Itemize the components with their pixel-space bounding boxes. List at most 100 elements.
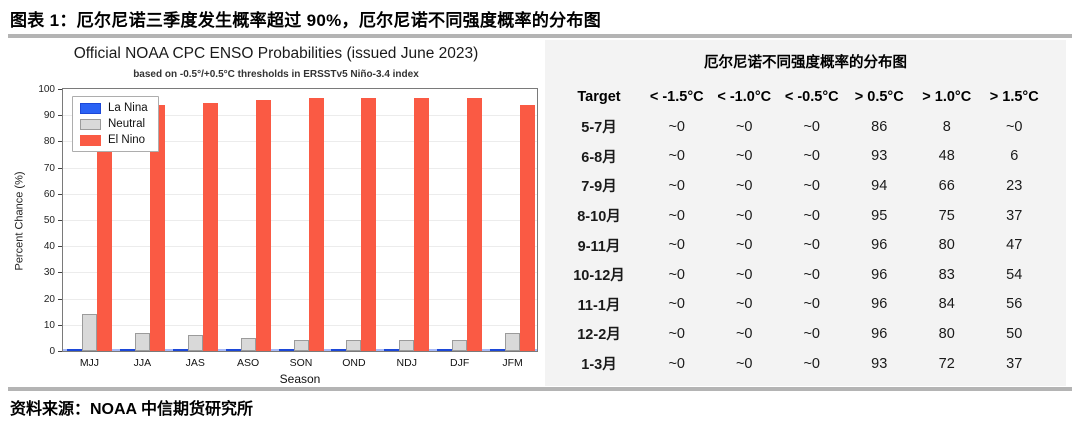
table-row: 9-11月 ~0 ~0 ~0 96 80 47 [555,230,1048,260]
x-tick-label: MJJ [79,357,100,369]
bar-el-nino [308,97,324,351]
x-tick-label: DJF [450,357,470,369]
table-cell: ~0 [668,118,686,135]
table-row: 1-3月 ~0 ~0 ~0 93 72 37 [555,349,1048,379]
table-row: 12-2月 ~0 ~0 ~0 96 80 50 [555,319,1048,349]
table-cell: 95 [871,207,888,224]
table-cell: ~0 [668,266,686,283]
bar-neutral [399,340,415,351]
legend-label: Neutral [108,118,146,130]
table-header-cell: > 0.5°C [854,89,904,105]
bar-neutral [293,340,309,351]
table-cell: ~0 [668,177,686,194]
top-divider [8,34,1072,38]
grid-line [63,167,537,169]
table-header-cell: < -1.0°C [717,89,772,105]
x-tick-label: JFM [502,357,523,369]
table-row-target: 11-1月 [577,297,621,314]
table-row: 10-12月 ~0 ~0 ~0 96 83 54 [555,260,1048,290]
grid-line [63,324,537,326]
grid-line [63,272,537,274]
table-cell: ~0 [735,355,753,372]
table-cell: 37 [1006,355,1023,372]
bar-la-nina [437,349,453,351]
x-tick-label: JJA [133,357,152,369]
table-row-target: 12-2月 [577,327,621,344]
table-cell: 8 [942,118,951,135]
table-cell: 94 [871,177,888,194]
bar-el-nino [361,97,377,351]
bar-el-nino [202,102,218,351]
y-tick-label: 60 [43,188,55,200]
table-title: 厄尔尼诺不同强度概率的分布图 [704,55,907,71]
table-cell: ~0 [803,237,821,254]
y-tick-mark [58,115,62,117]
y-tick-label: 40 [43,241,55,253]
y-tick-label: 30 [43,267,55,279]
table-cell: 83 [938,266,955,283]
bar-neutral [240,337,256,351]
y-tick-label: 10 [43,319,55,331]
legend-swatch [80,102,101,114]
table-cell: ~0 [668,207,686,224]
table-cell: ~0 [803,266,821,283]
table-cell: 50 [1006,325,1023,342]
y-tick-mark [58,167,62,169]
chart-title: Official NOAA CPC ENSO Probabilities (is… [73,45,479,62]
x-tick-label: ASO [237,357,260,369]
grid-line [63,220,537,221]
table-row-target: 7-9月 [581,179,617,196]
x-tick-label: JAS [185,357,205,369]
table-row-target: 10-12月 [573,268,625,285]
table-cell: 80 [938,325,955,342]
y-tick-label: 100 [38,84,55,95]
table-cell: 54 [1006,266,1023,283]
table-cell: ~0 [803,118,821,135]
probability-table-panel: 厄尔尼诺不同强度概率的分布图 Target < -1.5°C < -1.0°C < -… [545,40,1066,386]
enso-chart-panel: Official NOAA CPC ENSO Probabilities (is… [12,42,540,387]
table-header-cell: > 1.0°C [922,89,972,105]
y-tick-label: 70 [43,162,55,174]
table-cell: ~0 [735,237,753,254]
legend-swatch [80,134,101,146]
y-tick-label: 50 [43,215,55,226]
table-cell: ~0 [735,148,753,165]
table-header-row: Target < -1.5°C < -1.0°C < -0.5°C > 0.5°C > 1… [545,89,1066,105]
table-cell: 96 [871,266,888,283]
table-cell: 23 [1006,177,1023,194]
bar-la-nina [172,349,188,351]
table-body: 5-7月 ~0 ~0 ~0 86 8 ~0 6-8月 ~0 ~0 ~0 93 48 6 7-9月 ~0 ~0 ~0… [545,112,1066,378]
bar-el-nino [414,97,430,351]
table-cell: ~0 [803,355,821,372]
y-tick-mark [58,193,62,195]
table-row-target: 9-11月 [577,238,621,255]
y-tick-label: 80 [43,136,55,148]
table-cell: ~0 [735,177,753,194]
legend-item: La Nina [80,102,148,114]
x-axis-label: Season [279,372,321,386]
table-cell: ~0 [803,207,821,224]
bar-neutral [452,340,468,351]
bar-el-nino [255,100,271,351]
bar-neutral [505,332,521,351]
grid-line [63,193,537,195]
table-cell: ~0 [668,148,686,165]
source-note: 资料来源：NOAA 中信期货研究所 [10,401,253,418]
chart-legend: La Nina Neutral El Nino [72,96,159,152]
table-cell: ~0 [668,237,686,254]
table-cell: ~0 [803,177,821,194]
bar-neutral [187,335,203,351]
table-row: 8-10月 ~0 ~0 ~0 95 75 37 [555,201,1048,231]
grid-line [63,246,537,248]
table-cell: 96 [871,325,888,342]
table-cell: ~0 [1005,118,1023,135]
bar-el-nino [149,105,165,351]
table-cell: 84 [938,296,955,313]
table-cell: 66 [938,177,955,194]
plot-area: Percent Chance (%) La Nina Neutral El Nino… [14,84,538,386]
grid-line [63,298,537,300]
table-row-target: 8-10月 [577,209,621,226]
table-cell: 96 [871,237,888,254]
table-header-cell: Target [577,89,621,105]
table-cell: 56 [1006,296,1023,313]
